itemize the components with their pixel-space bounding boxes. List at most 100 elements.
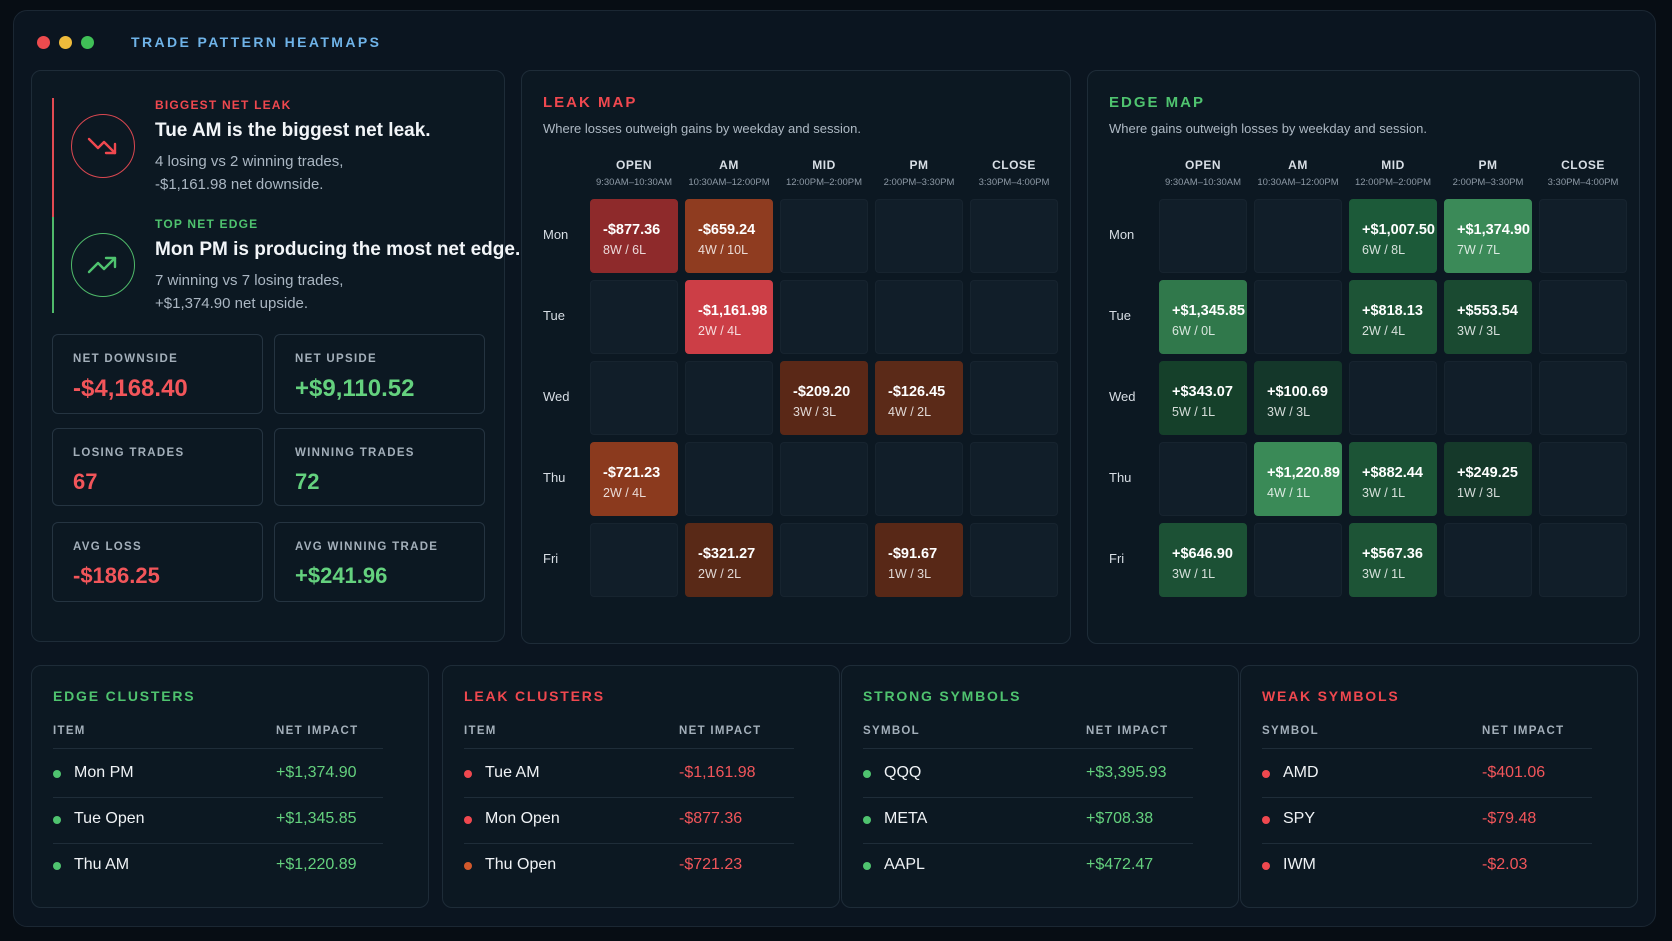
heatmap-cell[interactable]: [1444, 523, 1532, 597]
status-dot-icon: [1262, 816, 1270, 824]
cell-win-loss: 3W / 3L: [1267, 405, 1311, 419]
cell-net-amount: -$126.45: [888, 384, 946, 400]
heatmap-cell[interactable]: [1539, 523, 1627, 597]
row-name: Tue AM: [485, 764, 540, 781]
heatmap-cell[interactable]: [970, 280, 1058, 354]
heatmap-cell[interactable]: [1539, 280, 1627, 354]
row-net-impact: -$1,161.98: [679, 764, 756, 781]
heatmap-cell[interactable]: [590, 280, 678, 354]
heatmap-cell[interactable]: -$209.20 3W / 3L: [780, 361, 868, 435]
minimize-window-button[interactable]: [59, 36, 72, 49]
edge-kicker: TOP NET EDGE: [155, 217, 259, 231]
row-net-impact: -$401.06: [1482, 764, 1546, 781]
cell-net-amount: +$249.25: [1457, 465, 1518, 481]
heatmap-cell[interactable]: [1539, 361, 1627, 435]
heatmap-cell[interactable]: [1159, 442, 1247, 516]
heatmap-cell[interactable]: [1349, 361, 1437, 435]
heatmap-cell[interactable]: -$126.45 4W / 2L: [875, 361, 963, 435]
heatmap-cell[interactable]: -$721.23 2W / 4L: [590, 442, 678, 516]
row-net-impact: -$2.03: [1482, 856, 1528, 873]
column-header-pm: PM 2:00PM–3:30PM: [883, 158, 955, 188]
heatmap-cell[interactable]: [875, 442, 963, 516]
app-window: TRADE PATTERN HEATMAPS BIGGEST NET LEAK …: [13, 10, 1656, 927]
heatmap-cell[interactable]: [1539, 442, 1627, 516]
status-dot-icon: [464, 770, 472, 778]
heatmap-cell[interactable]: +$1,007.50 6W / 8L: [1349, 199, 1437, 273]
cell-net-amount: +$1,220.89: [1267, 465, 1340, 481]
table-row[interactable]: Thu AM +$1,220.89: [53, 842, 383, 890]
cell-net-amount: +$882.44: [1362, 465, 1423, 481]
heatmap-cell[interactable]: [875, 280, 963, 354]
heatmap-cell[interactable]: [1254, 199, 1342, 273]
heatmap-cell[interactable]: [1254, 280, 1342, 354]
heatmap-cell[interactable]: [970, 442, 1058, 516]
heatmap-cell[interactable]: [685, 442, 773, 516]
status-dot-icon: [53, 816, 61, 824]
table-row[interactable]: QQQ +$3,395.93: [863, 750, 1193, 798]
heatmap-cell[interactable]: +$882.44 3W / 1L: [1349, 442, 1437, 516]
cell-win-loss: 6W / 8L: [1362, 243, 1406, 257]
heatmap-cell[interactable]: +$249.25 1W / 3L: [1444, 442, 1532, 516]
column-header-open: OPEN 9:30AM–10:30AM: [595, 158, 673, 188]
leak-headline: Tue AM is the biggest net leak.: [155, 120, 431, 141]
cell-net-amount: +$343.07: [1172, 384, 1233, 400]
leak-kicker: BIGGEST NET LEAK: [155, 98, 292, 112]
heatmap-cell[interactable]: -$321.27 2W / 2L: [685, 523, 773, 597]
table-row[interactable]: Mon PM +$1,374.90: [53, 750, 383, 798]
heatmap-cell[interactable]: +$1,345.85 6W / 0L: [1159, 280, 1247, 354]
heatmap-cell[interactable]: [1539, 199, 1627, 273]
heatmap-cell[interactable]: [590, 361, 678, 435]
heatmap-cell[interactable]: [1444, 361, 1532, 435]
heatmap-cell[interactable]: +$646.90 3W / 1L: [1159, 523, 1247, 597]
table-row[interactable]: IWM -$2.03: [1262, 842, 1592, 890]
heatmap-cell[interactable]: [970, 199, 1058, 273]
table-row[interactable]: Thu Open -$721.23: [464, 842, 794, 890]
maximize-window-button[interactable]: [81, 36, 94, 49]
heatmap-cell[interactable]: [780, 442, 868, 516]
heatmap-cell[interactable]: [1159, 199, 1247, 273]
heatmap-cell[interactable]: +$567.36 3W / 1L: [1349, 523, 1437, 597]
heatmap-cell[interactable]: [970, 361, 1058, 435]
table-row[interactable]: AMD -$401.06: [1262, 750, 1592, 798]
heatmap-cell[interactable]: +$100.69 3W / 3L: [1254, 361, 1342, 435]
table-row[interactable]: Mon Open -$877.36: [464, 796, 794, 844]
row-net-impact: +$1,374.90: [276, 764, 357, 781]
heatmap-cell[interactable]: +$1,220.89 4W / 1L: [1254, 442, 1342, 516]
row-net-impact: +$708.38: [1086, 810, 1154, 827]
heatmap-cell[interactable]: -$877.36 8W / 6L: [590, 199, 678, 273]
column-header-pm: PM 2:00PM–3:30PM: [1452, 158, 1524, 188]
heatmap-cell[interactable]: -$659.24 4W / 10L: [685, 199, 773, 273]
heatmap-cell[interactable]: [875, 199, 963, 273]
leak-detail: 4 losing vs 2 winning trades, -$1,161.98…: [155, 153, 344, 193]
row-name: QQQ: [884, 764, 922, 781]
row-name: Mon Open: [485, 810, 560, 827]
heatmap-cell[interactable]: -$1,161.98 2W / 4L: [685, 280, 773, 354]
heatmap-cell[interactable]: +$343.07 5W / 1L: [1159, 361, 1247, 435]
row-header-thu: Thu: [1109, 470, 1132, 485]
heatmap-cell[interactable]: [685, 361, 773, 435]
heatmap-cell[interactable]: [970, 523, 1058, 597]
heatmap-cell[interactable]: +$818.13 2W / 4L: [1349, 280, 1437, 354]
heatmap-cell[interactable]: [780, 280, 868, 354]
heatmap-cell[interactable]: [590, 523, 678, 597]
table-row[interactable]: Tue Open +$1,345.85: [53, 796, 383, 844]
close-window-button[interactable]: [37, 36, 50, 49]
cell-net-amount: -$721.23: [603, 465, 661, 481]
row-header-wed: Wed: [543, 389, 570, 404]
row-name: Thu AM: [74, 856, 130, 873]
heatmap-cell[interactable]: -$91.67 1W / 3L: [875, 523, 963, 597]
heatmap-cell[interactable]: +$553.54 3W / 3L: [1444, 280, 1532, 354]
heatmap-cell[interactable]: [780, 199, 868, 273]
heatmap-cell[interactable]: [1254, 523, 1342, 597]
heatmap-cell[interactable]: [780, 523, 868, 597]
table-row[interactable]: META +$708.38: [863, 796, 1193, 844]
edge-map-panel: EDGE MAP Where gains outweigh losses by …: [1087, 70, 1640, 644]
table-row[interactable]: SPY -$79.48: [1262, 796, 1592, 844]
status-dot-icon: [464, 862, 472, 870]
cell-net-amount: +$553.54: [1457, 303, 1518, 319]
table-row[interactable]: Tue AM -$1,161.98: [464, 750, 794, 798]
row-net-impact: +$3,395.93: [1086, 764, 1167, 781]
leak-clusters-table: LEAK CLUSTERS ITEM NET IMPACT Tue AM -$1,161…: [442, 665, 840, 908]
heatmap-cell[interactable]: +$1,374.90 7W / 7L: [1444, 199, 1532, 273]
table-row[interactable]: AAPL +$472.47: [863, 842, 1193, 890]
